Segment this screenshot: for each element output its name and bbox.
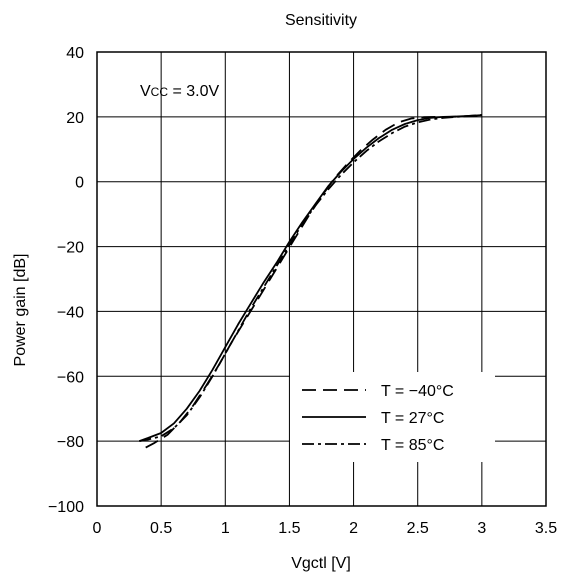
y-tick-label: −80 xyxy=(57,434,84,451)
legend: T = −40°C T = 27°C T = 85°C xyxy=(290,372,495,462)
y-tick-label: −20 xyxy=(57,240,84,257)
x-tick-label: 1 xyxy=(221,520,230,537)
y-tick-label: 40 xyxy=(66,45,84,62)
legend-label: T = 27°C xyxy=(381,410,444,427)
series-lines xyxy=(138,114,482,449)
vcc-annotation-rest: = 3.0V xyxy=(168,83,219,100)
x-tick-label: 2 xyxy=(349,520,358,537)
y-tick-label: −40 xyxy=(57,304,84,321)
series-line xyxy=(138,114,482,442)
x-tick-label: 2.5 xyxy=(407,520,429,537)
vcc-annotation-main: V xyxy=(140,83,151,100)
x-tick-label: 0 xyxy=(93,520,102,537)
vcc-annotation-sub: CC xyxy=(151,85,169,99)
y-tick-label: 0 xyxy=(75,175,84,192)
y-axis-ticks: −100 −80 −60 −40 −20 0 20 40 xyxy=(48,45,84,516)
x-tick-label: 1.5 xyxy=(278,520,300,537)
y-tick-label: −60 xyxy=(57,369,84,386)
vcc-annotation: VCC = 3.0V xyxy=(140,83,219,100)
x-tick-label: 3 xyxy=(477,520,486,537)
series-line xyxy=(139,114,482,442)
plot-frame xyxy=(96,51,547,507)
y-tick-label: 20 xyxy=(66,110,84,127)
chart-title: Sensitivity xyxy=(285,12,357,29)
legend-label: T = 85°C xyxy=(381,437,444,454)
legend-label: T = −40°C xyxy=(381,383,454,400)
x-tick-label: 3.5 xyxy=(535,520,557,537)
x-axis-ticks: 0 0.5 1 1.5 2 2.5 3 3.5 xyxy=(93,520,558,537)
y-tick-label: −100 xyxy=(48,499,84,516)
y-axis-label: Power gain [dB] xyxy=(12,254,29,367)
grid-lines xyxy=(97,52,546,506)
x-tick-label: 0.5 xyxy=(150,520,172,537)
x-axis-label: Vgctl [V] xyxy=(291,555,351,572)
